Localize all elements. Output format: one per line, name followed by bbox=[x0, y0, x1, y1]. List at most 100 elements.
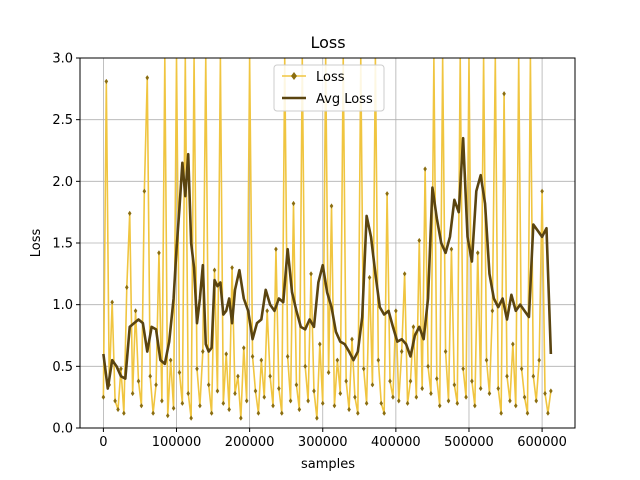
loss-point bbox=[329, 203, 334, 209]
x-tick-label: 0 bbox=[99, 435, 107, 450]
loss-point bbox=[274, 246, 278, 252]
loss-point bbox=[312, 388, 316, 394]
loss-point bbox=[455, 400, 460, 406]
loss-point bbox=[180, 400, 185, 406]
loss-point bbox=[405, 400, 410, 406]
loss-point bbox=[475, 250, 480, 256]
loss-point bbox=[110, 299, 114, 305]
loss-point bbox=[130, 390, 135, 397]
loss-point bbox=[490, 308, 495, 314]
loss-point bbox=[496, 385, 501, 392]
loss-point bbox=[154, 382, 158, 388]
loss-point bbox=[262, 394, 267, 400]
loss-point bbox=[268, 373, 272, 379]
loss-point bbox=[227, 406, 231, 413]
loss-point bbox=[408, 378, 413, 384]
legend-loss-label: Loss bbox=[316, 70, 345, 85]
loss-point bbox=[338, 390, 343, 397]
loss-point bbox=[543, 390, 547, 397]
loss-point bbox=[165, 413, 170, 419]
loss-point bbox=[224, 351, 229, 357]
loss-point bbox=[177, 369, 182, 376]
loss-point bbox=[288, 398, 293, 404]
loss-point bbox=[382, 410, 386, 416]
loss-point bbox=[452, 382, 457, 388]
loss-point bbox=[347, 406, 351, 413]
loss-point bbox=[253, 388, 258, 394]
loss-point bbox=[127, 210, 132, 216]
loss-point bbox=[414, 394, 419, 400]
loss-point bbox=[104, 78, 109, 85]
loss-point bbox=[511, 341, 515, 347]
loss-series bbox=[101, 58, 553, 421]
loss-point bbox=[230, 265, 234, 271]
loss-point bbox=[241, 345, 246, 351]
y-axis-label: Loss bbox=[29, 229, 44, 258]
loss-point bbox=[508, 398, 512, 404]
loss-point bbox=[464, 394, 468, 400]
loss-point bbox=[473, 403, 477, 409]
loss-point bbox=[426, 363, 430, 369]
loss-point bbox=[435, 376, 439, 382]
loss-point bbox=[484, 357, 489, 363]
loss-point bbox=[139, 403, 144, 409]
loss-point bbox=[309, 271, 313, 277]
y-tick-label: 1.5 bbox=[52, 237, 73, 252]
loss-point bbox=[394, 308, 398, 314]
loss-point bbox=[124, 284, 129, 290]
loss-point bbox=[136, 378, 141, 384]
loss-point bbox=[122, 410, 126, 416]
loss-point bbox=[399, 348, 404, 355]
loss-point bbox=[396, 398, 401, 404]
loss-point bbox=[113, 398, 117, 404]
loss-point bbox=[212, 267, 217, 273]
loss-point bbox=[370, 382, 375, 388]
loss-point bbox=[513, 403, 518, 409]
y-axis-ticks: 0.0 0.5 1.0 1.5 2.0 2.5 3.0 bbox=[52, 52, 80, 437]
loss-point bbox=[171, 405, 176, 411]
loss-point bbox=[332, 403, 337, 409]
loss-point bbox=[537, 357, 541, 363]
loss-point bbox=[119, 366, 123, 372]
y-tick-label: 2.0 bbox=[52, 175, 73, 190]
loss-point bbox=[420, 385, 424, 392]
legend-avg-label: Avg Loss bbox=[316, 92, 373, 107]
legend: Loss Avg Loss bbox=[273, 64, 385, 112]
x-tick-label: 400000 bbox=[371, 435, 421, 450]
loss-point bbox=[531, 373, 536, 379]
x-axis-label: samples bbox=[301, 457, 355, 472]
loss-point bbox=[233, 390, 237, 397]
loss-point bbox=[525, 410, 530, 416]
x-tick-label: 500000 bbox=[444, 435, 494, 450]
loss-point bbox=[429, 390, 433, 397]
loss-point bbox=[250, 353, 255, 360]
loss-point bbox=[461, 366, 465, 372]
loss-point bbox=[367, 274, 372, 281]
loss-point bbox=[297, 406, 302, 413]
loss-point bbox=[221, 400, 226, 406]
loss-point bbox=[145, 75, 150, 81]
loss-point bbox=[151, 410, 155, 416]
loss-point bbox=[519, 366, 524, 372]
loss-point bbox=[534, 398, 539, 404]
avg-loss-line bbox=[102, 136, 553, 390]
x-tick-label: 200000 bbox=[225, 435, 275, 450]
loss-point bbox=[157, 250, 161, 256]
loss-point bbox=[379, 400, 384, 406]
loss-point bbox=[391, 394, 395, 400]
loss-point bbox=[344, 378, 348, 384]
loss-point bbox=[206, 382, 211, 388]
loss-point bbox=[353, 394, 357, 400]
loss-point bbox=[291, 200, 296, 207]
loss-point bbox=[101, 394, 106, 400]
legend-loss-marker bbox=[291, 72, 297, 80]
loss-point bbox=[546, 410, 550, 416]
chart-title: Loss bbox=[310, 33, 345, 52]
loss-point bbox=[256, 410, 261, 416]
loss-point bbox=[326, 369, 331, 376]
loss-point bbox=[215, 388, 220, 394]
x-tick-label: 600000 bbox=[517, 435, 567, 450]
y-tick-label: 2.5 bbox=[52, 113, 73, 128]
loss-point bbox=[209, 410, 214, 416]
loss-point bbox=[540, 188, 544, 194]
